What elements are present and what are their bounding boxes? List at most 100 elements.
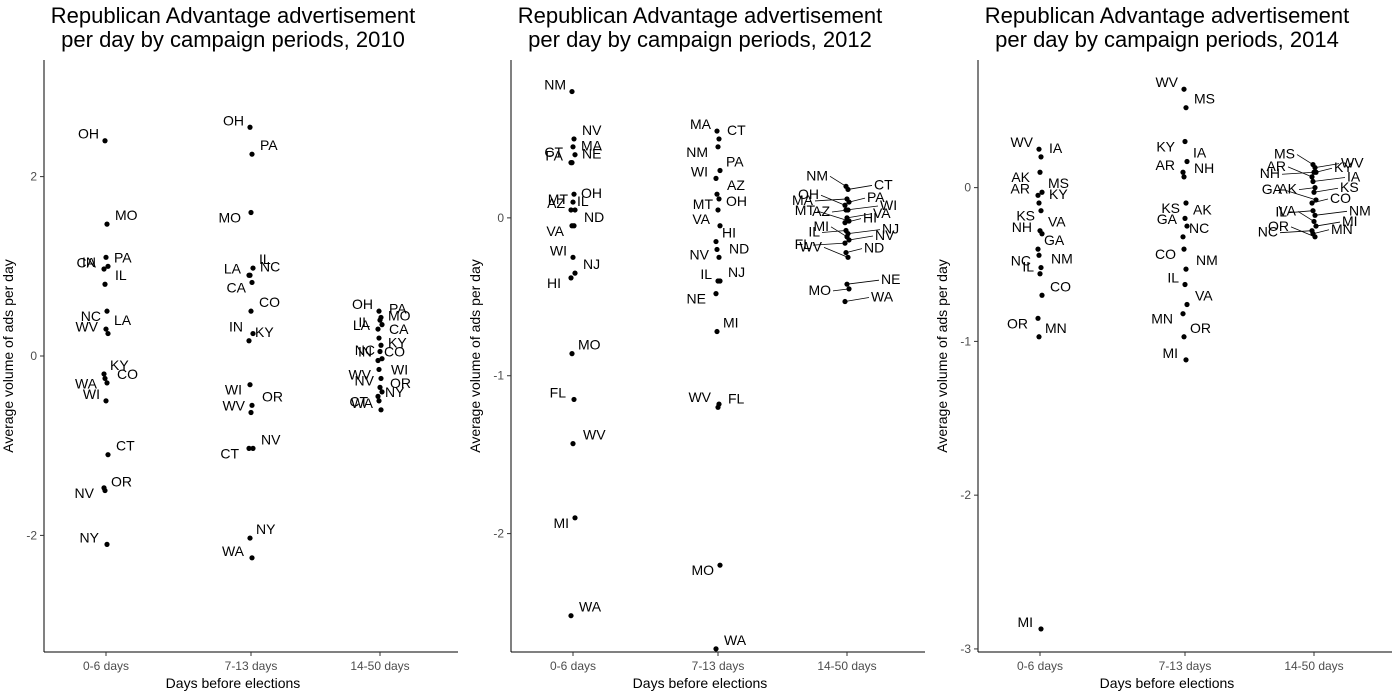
label-leader-line xyxy=(831,209,849,213)
point-label: MO xyxy=(115,207,138,223)
point-label: MO xyxy=(808,282,831,298)
point-label: MS xyxy=(1274,146,1295,162)
data-point xyxy=(569,160,575,166)
data-point xyxy=(1182,138,1188,145)
data-point xyxy=(375,357,381,364)
point-label: CO xyxy=(117,366,138,382)
point-label: OH xyxy=(798,186,819,202)
point-label: WV xyxy=(348,366,371,382)
point-label: WV xyxy=(1010,134,1033,150)
label-leader-line xyxy=(846,213,872,219)
data-point xyxy=(571,396,577,403)
y-tick-label: 2 xyxy=(30,170,37,184)
data-point xyxy=(101,371,107,377)
point-label: KY xyxy=(1049,186,1068,202)
label-leader-line xyxy=(844,297,870,302)
data-point xyxy=(714,128,720,134)
data-point xyxy=(103,326,109,332)
point-label: GA xyxy=(1262,181,1283,197)
data-point xyxy=(102,138,108,144)
x-tick-label: 7-13 days xyxy=(225,659,278,673)
data-point xyxy=(101,266,107,272)
data-point xyxy=(569,351,575,357)
point-label: NC xyxy=(260,258,280,274)
point-label: NE xyxy=(687,291,706,307)
data-point xyxy=(717,223,723,229)
y-tick-label: -2 xyxy=(960,488,971,502)
data-point xyxy=(568,207,574,213)
point-label: IN xyxy=(82,254,96,270)
point-label: MT xyxy=(548,191,569,207)
point-label: WA xyxy=(351,395,374,411)
data-point xyxy=(102,487,108,494)
data-point xyxy=(713,175,719,181)
point-label: IA xyxy=(1347,168,1361,184)
data-point xyxy=(1180,311,1186,317)
point-label: NM xyxy=(1196,252,1218,268)
point-label: WI xyxy=(880,197,897,213)
point-label: IL xyxy=(808,223,820,239)
point-label: MI xyxy=(813,218,829,234)
data-point xyxy=(1182,281,1188,288)
point-label: AZ xyxy=(812,203,830,219)
data-point xyxy=(571,223,577,229)
x-tick-label: 14-50 days xyxy=(350,659,409,673)
x-tick-label: 0-6 days xyxy=(83,659,129,673)
point-label: MA xyxy=(581,138,603,154)
point-label: KY xyxy=(1156,138,1175,154)
point-label: NE xyxy=(582,146,601,162)
point-label: NM xyxy=(1051,251,1073,267)
point-label: VA xyxy=(1278,202,1296,218)
point-label: WA xyxy=(222,543,245,559)
point-label: WI xyxy=(391,361,408,377)
point-label: KS xyxy=(1161,200,1180,216)
data-point xyxy=(104,221,110,227)
point-label: CT xyxy=(349,393,368,409)
point-label: WA xyxy=(75,375,98,391)
data-point xyxy=(1039,231,1045,237)
data-point xyxy=(247,382,253,388)
x-axis-label: Days before elections xyxy=(1099,675,1235,691)
point-label: IL xyxy=(1275,204,1287,220)
point-label: WV xyxy=(1341,155,1364,171)
data-point xyxy=(570,144,576,150)
data-point xyxy=(249,402,255,408)
point-label: MI xyxy=(553,515,569,531)
point-label: VA xyxy=(692,211,710,227)
data-point xyxy=(249,151,255,157)
data-point xyxy=(378,342,384,348)
data-point xyxy=(715,144,721,150)
point-label: NV xyxy=(875,227,895,243)
data-point xyxy=(716,196,722,202)
data-point xyxy=(1039,189,1045,195)
point-label: IL xyxy=(577,193,589,209)
data-point xyxy=(248,308,254,314)
point-label: ND xyxy=(584,209,604,225)
label-leader-line xyxy=(1298,187,1316,191)
point-label: VA xyxy=(1195,287,1213,303)
data-point xyxy=(714,191,720,197)
data-point xyxy=(379,356,385,362)
label-leader-line xyxy=(1312,177,1346,182)
point-label: MA xyxy=(792,192,814,208)
point-label: VA xyxy=(1048,214,1066,230)
point-label: OH xyxy=(78,126,99,142)
point-label: MN xyxy=(1151,311,1173,327)
data-point xyxy=(1181,174,1187,180)
label-leader-line xyxy=(823,246,849,258)
data-point xyxy=(568,275,574,281)
data-point xyxy=(716,254,722,260)
point-label: MO xyxy=(388,308,411,324)
data-point xyxy=(1182,215,1188,221)
data-point xyxy=(570,441,576,447)
point-label: NY xyxy=(256,521,276,537)
x-tick-label: 7-13 days xyxy=(1159,659,1212,673)
data-point xyxy=(376,398,382,404)
data-point xyxy=(714,246,720,253)
point-label: CT xyxy=(727,122,746,138)
label-leader-line xyxy=(812,242,846,246)
label-leader-line xyxy=(848,235,874,241)
point-label: FL xyxy=(728,390,745,406)
data-point xyxy=(1036,200,1042,206)
